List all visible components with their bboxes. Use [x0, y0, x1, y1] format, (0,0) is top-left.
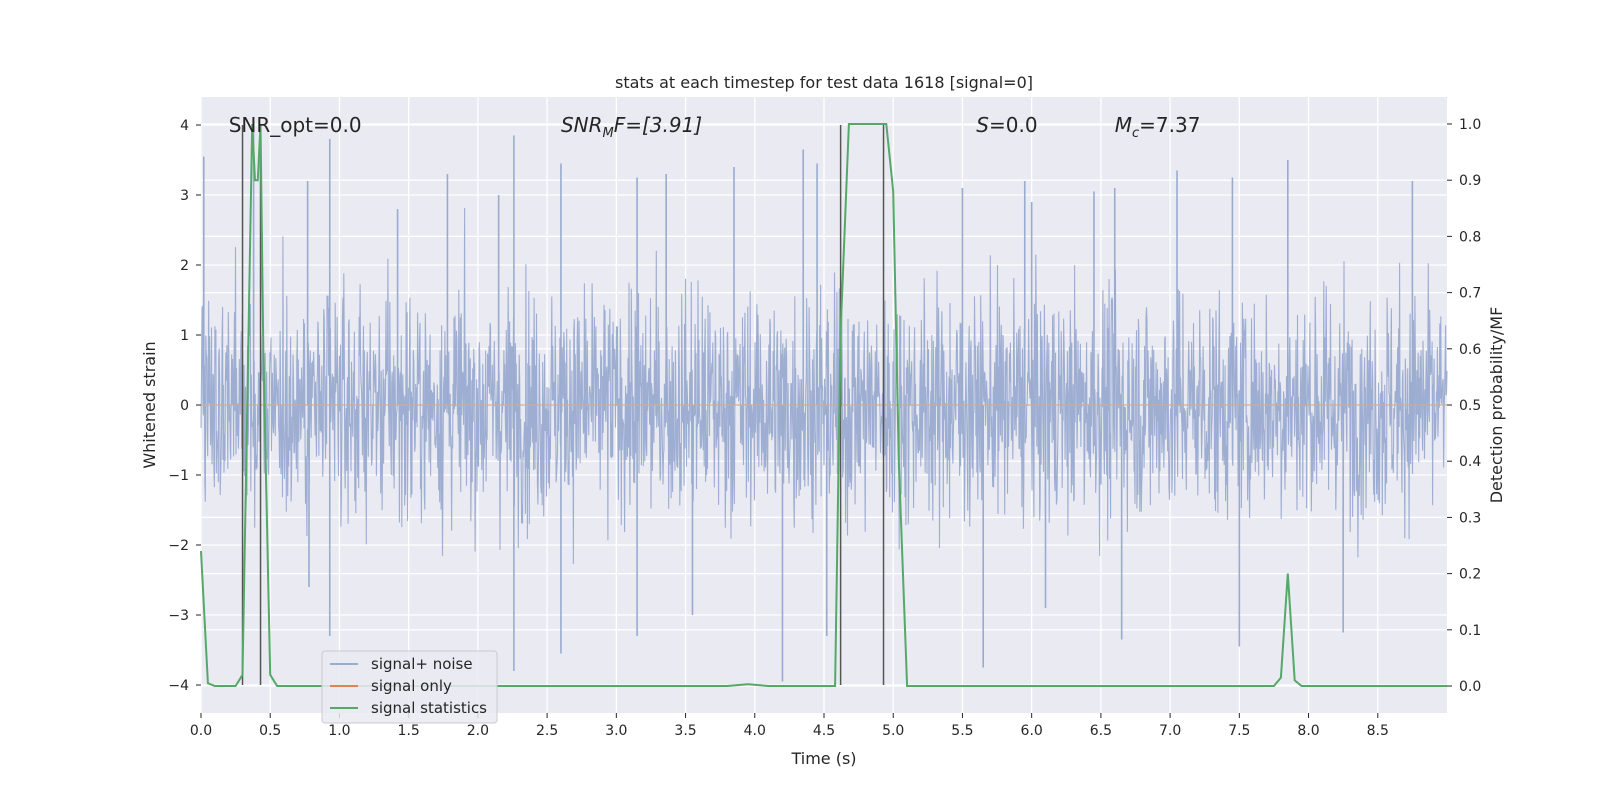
y-tick-label: −2 — [168, 538, 189, 554]
legend-label-signal-noise: signal+ noise — [371, 655, 473, 673]
y2-tick-label: 0.6 — [1459, 342, 1481, 358]
x-tick-label: 1.5 — [398, 723, 420, 739]
annotations: SNR_opt=0.0 SNRMF=[3.91] S=0.0 Mc=7.37 — [229, 113, 1201, 141]
signal-statistics-line — [200, 123, 1447, 687]
y2-tick-label: 0.4 — [1459, 454, 1481, 470]
y-tick-label: 1 — [180, 328, 189, 344]
x-tick-label: 7.0 — [1159, 723, 1181, 739]
series-signal-statistics — [200, 123, 1447, 687]
x-tick-label: 5.5 — [951, 723, 973, 739]
y2-tick-label: 0.5 — [1459, 398, 1481, 414]
y-tick-label: 0 — [180, 398, 189, 414]
series-signal-noise — [200, 121, 1448, 682]
x-tick-label: 6.0 — [1021, 723, 1043, 739]
y-tick-label: −4 — [168, 678, 189, 694]
y-tick-label: −1 — [168, 468, 189, 484]
x-tick-label: 4.0 — [744, 723, 766, 739]
x-tick-label: 4.5 — [813, 723, 835, 739]
annotation-text: SNR_opt=0.0 — [229, 113, 362, 137]
x-axis-label: Time (s) — [790, 749, 856, 768]
annotation-text: Mc=7.37 — [1115, 113, 1201, 141]
legend: signal+ noise signal only signal statist… — [321, 650, 498, 724]
y-axis-label: Whitened strain — [140, 341, 159, 468]
x-tick-label: 6.5 — [1090, 723, 1112, 739]
y2-tick-label: 0.3 — [1459, 510, 1481, 526]
y2-axis-label: Detection probability/MF — [1487, 307, 1506, 504]
x-tick-label: 7.5 — [1228, 723, 1250, 739]
y2-tick-label: 0.8 — [1459, 229, 1481, 245]
x-tick-label: 3.5 — [674, 723, 696, 739]
legend-box — [321, 650, 498, 724]
chart-title: stats at each timestep for test data 161… — [615, 73, 1033, 92]
y2-tick-label: 0.0 — [1459, 679, 1481, 695]
x-tick-label: 1.0 — [328, 723, 350, 739]
y-tick-label: −3 — [168, 608, 189, 624]
x-tick-label: 2.0 — [467, 723, 489, 739]
y-tick-label: 4 — [180, 118, 189, 134]
y-axis-ticks: 4 3 2 1 0 −1 −2 −3 −4 — [168, 118, 201, 694]
legend-label-signal-only: signal only — [371, 677, 452, 695]
y2-tick-label: 0.2 — [1459, 567, 1481, 583]
x-tick-label: 5.0 — [882, 723, 904, 739]
x-tick-label: 3.0 — [605, 723, 627, 739]
x-tick-label: 8.0 — [1297, 723, 1319, 739]
legend-label-signal-statistics: signal statistics — [371, 699, 487, 717]
y2-tick-label: 1.0 — [1459, 117, 1481, 133]
y2-tick-label: 0.9 — [1459, 173, 1481, 189]
y-tick-label: 3 — [180, 188, 189, 204]
annotation-text: SNRMF=[3.91] — [561, 113, 702, 141]
x-tick-label: 0.5 — [259, 723, 281, 739]
y2-tick-label: 0.7 — [1459, 286, 1481, 302]
y2-tick-label: 0.1 — [1459, 623, 1481, 639]
annotation-text: S=0.0 — [976, 113, 1037, 137]
x-axis-ticks: 0.0 0.5 1.0 1.5 2.0 2.5 3.0 3.5 4.0 4.5 5.0 5.5 6.0 6… — [190, 713, 1389, 739]
x-tick-label: 0.0 — [190, 723, 212, 739]
signal-noise-line — [200, 207, 1448, 565]
marker-lines — [241, 125, 885, 685]
y2-axis-ticks: 1.0 0.9 0.8 0.7 0.6 0.5 0.4 0.3 0.2 0.1 0.0 — [1447, 117, 1481, 695]
x-tick-label: 8.5 — [1367, 723, 1389, 739]
y-tick-label: 2 — [180, 258, 189, 274]
x-tick-label: 2.5 — [536, 723, 558, 739]
